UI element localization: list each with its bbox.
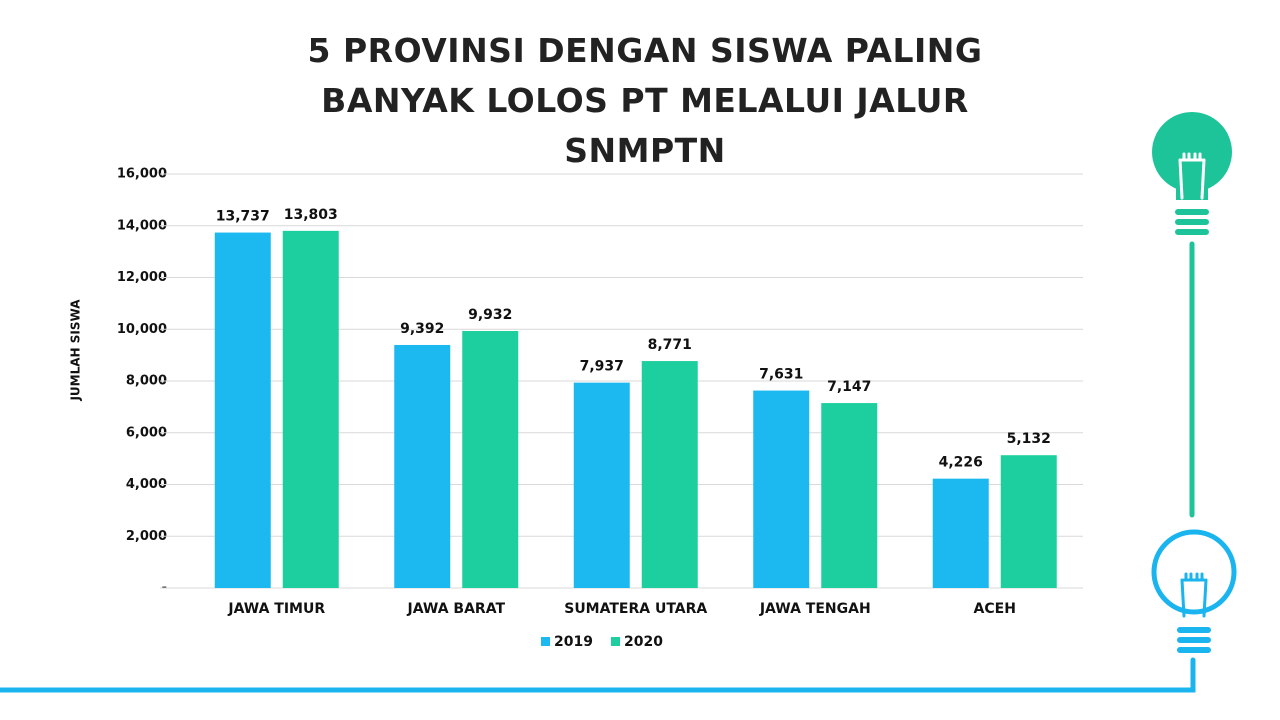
value-label: 9,932: [468, 307, 512, 323]
bar: [462, 331, 519, 588]
value-label: 8,771: [648, 337, 692, 353]
value-label: 7,631: [759, 367, 803, 383]
bar: [753, 390, 810, 588]
value-label: 7,147: [827, 379, 871, 395]
x-tick-label: JAWA BARAT: [406, 601, 505, 617]
bar: [641, 361, 698, 588]
y-tick-label: 2,000: [126, 529, 167, 544]
x-tick-label: JAWA TIMUR: [227, 601, 325, 617]
legend-label: 2020: [624, 634, 663, 650]
x-tick-label: ACEH: [974, 601, 1016, 617]
y-tick-label: 4,000: [126, 477, 167, 492]
x-tick-label: JAWA TENGAH: [759, 601, 871, 617]
value-label: 5,132: [1007, 431, 1051, 447]
bar: [821, 403, 878, 588]
chart-title: 5 PROVINSI DENGAN SISWA PALING BANYAK LO…: [307, 31, 983, 170]
legend-swatch: [611, 637, 620, 646]
bar: [282, 230, 339, 588]
y-axis-label: JUMLAH SISWA: [69, 299, 83, 402]
x-tick-label: SUMATERA UTARA: [564, 601, 707, 617]
value-label: 13,737: [216, 209, 270, 225]
bar: [573, 382, 630, 588]
legend-swatch: [541, 637, 550, 646]
y-tick-label: 14,000: [117, 218, 167, 233]
bar: [214, 232, 271, 589]
decoration: [0, 112, 1237, 693]
bar: [394, 344, 451, 588]
y-tick-label: 6,000: [126, 425, 167, 440]
value-label: 4,226: [939, 455, 983, 471]
y-tick-label: 16,000: [117, 167, 167, 182]
value-label: 13,803: [284, 207, 338, 223]
legend-label: 2019: [554, 634, 593, 650]
y-tick-label: 10,000: [117, 322, 167, 337]
bar: [1000, 455, 1057, 588]
value-label: 9,392: [400, 321, 444, 337]
value-label: 7,937: [580, 359, 624, 375]
y-tick-label: 12,000: [117, 270, 167, 285]
y-tick-label: 8,000: [126, 374, 167, 389]
bar: [932, 478, 989, 588]
